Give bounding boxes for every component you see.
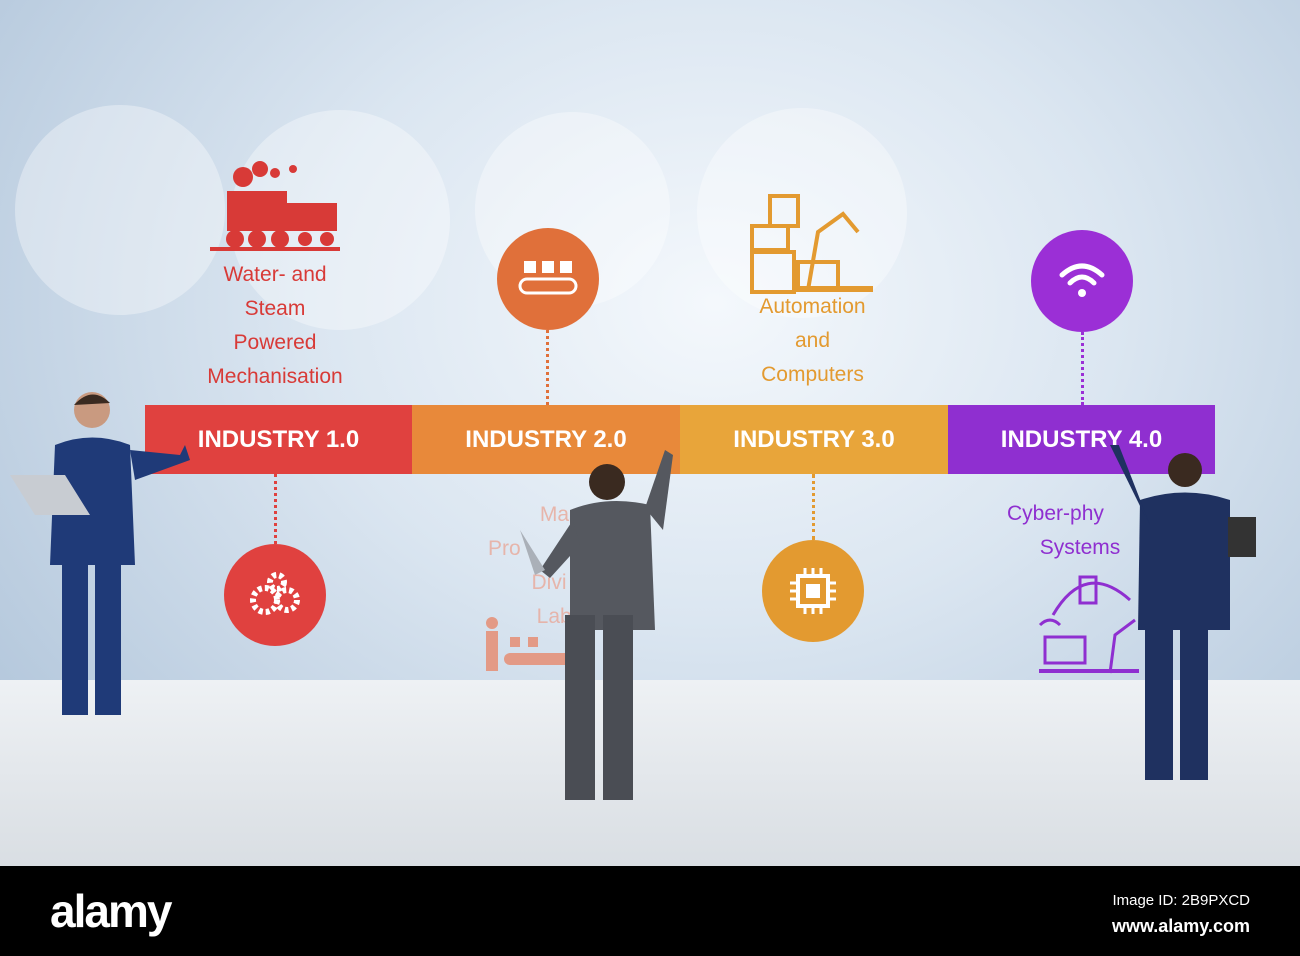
industry-1-bar: INDUSTRY 1.0 [145, 405, 412, 474]
connector [546, 330, 549, 405]
floor [0, 680, 1300, 866]
steam-train-icon [210, 161, 340, 251]
industry-3-bar: INDUSTRY 3.0 [680, 405, 948, 474]
industry-2-bar: INDUSTRY 2.0 [412, 405, 680, 474]
desc-line: Computers [761, 363, 864, 386]
background-pie [15, 105, 225, 315]
conveyor-belt-icon [518, 261, 578, 295]
chip-icon [790, 568, 836, 614]
desc-line: Water- and [223, 263, 327, 286]
alamy-logo: alamy [50, 885, 172, 937]
desc-line: Powered [233, 331, 317, 354]
infographic-scene: INDUSTRY 1.0 INDUSTRY 2.0 INDUSTRY 3.0 I… [0, 0, 1300, 866]
industry-4-circle [1031, 230, 1133, 332]
desc-line: Cyber-phy [1007, 502, 1104, 525]
desc-line: Systems [1039, 536, 1121, 559]
gears-icon [250, 572, 300, 615]
businessman-with-laptop [10, 392, 190, 715]
industry-1-description: Water- and Steam Powered Mechanisation [180, 258, 370, 394]
industry-4-description: Cyber-phy Systems [1000, 497, 1130, 565]
industry-2-circle [497, 228, 599, 330]
image-id: Image ID: 2B9PXCD [1112, 892, 1250, 909]
connector [1081, 332, 1084, 405]
worker-conveyor-icon [486, 617, 574, 671]
industry-4-bar: INDUSTRY 4.0 [948, 405, 1215, 474]
connected-devices-icon [1038, 575, 1139, 674]
desc-line: Steam [244, 297, 306, 320]
robot-arm-computer-icon [750, 194, 873, 294]
wifi-icon [1059, 263, 1105, 297]
businessman-with-laptop-back [1110, 445, 1256, 780]
desc-line: Automation [759, 295, 866, 318]
connector [812, 474, 815, 540]
desc-line: Pro [488, 537, 521, 560]
background-pie [697, 108, 907, 318]
desc-line: Divi [531, 571, 567, 594]
watermark-footer: alamy Image ID: 2B9PXCD www.alamy.com [0, 866, 1300, 956]
desc-line: Mechanisation [207, 365, 343, 388]
connector [274, 474, 277, 544]
industry-1-circle [224, 544, 326, 646]
website-url: www.alamy.com [1111, 916, 1250, 936]
industry-3-circle [762, 540, 864, 642]
businessman-touching-screen [520, 450, 673, 800]
desc-line: and [794, 329, 831, 352]
industry-3-description: Automation and Computers [720, 290, 905, 392]
